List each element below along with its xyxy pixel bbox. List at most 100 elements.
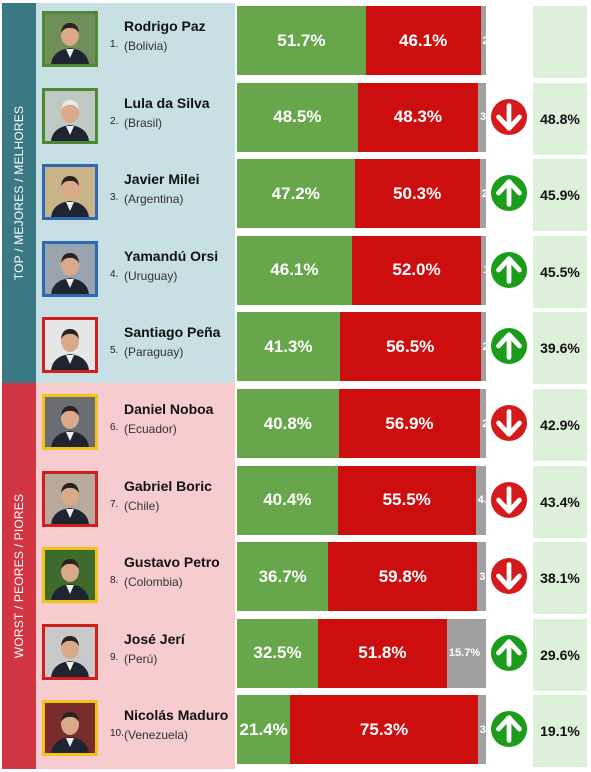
approve-segment: 51.7% [237, 6, 366, 75]
leader-name: Javier Milei [124, 171, 200, 188]
rank-label: 1. [110, 39, 119, 50]
undecided-segment: 2.2 [480, 312, 486, 382]
previous-approval-value: 29.6% [540, 646, 580, 663]
country-label: (Chile) [124, 498, 160, 513]
disapprove-value-label: 56.5% [386, 336, 435, 356]
approve-value-label: 36.7% [258, 566, 307, 586]
leader-name: Yamandú Orsi [124, 247, 219, 264]
undecided-segment: 2.3 [480, 389, 486, 458]
rank-label: 4. [110, 268, 119, 280]
arrow-down-icon [490, 481, 528, 518]
undecided-value-label: 3.3 [479, 723, 486, 736]
leader-name: Gustavo Petro [124, 554, 220, 571]
person-icon [45, 473, 95, 524]
previous-approval-value: 43.4% [540, 493, 580, 510]
previous-approval-cell: 48.8% [533, 82, 587, 155]
undecided-segment: 2.2 [480, 6, 486, 75]
previous-approval-cell: 45.5% [533, 235, 587, 308]
leader-name: Daniel Noboa [124, 401, 214, 417]
rank-label: 9. [110, 651, 119, 663]
disapprove-segment: 59.8% [328, 542, 478, 612]
avatar [42, 470, 98, 527]
trend-indicator [490, 327, 528, 365]
table-row: 9. José Jerí (Perú) 32.5% 51.8% 15.7% 29.6% [0, 616, 591, 692]
disapprove-segment: 75.3% [290, 695, 478, 765]
undecided-value-label: 2.5 [481, 187, 486, 200]
person-icon [45, 703, 95, 754]
disapprove-value-label: 75.3% [359, 719, 409, 739]
previous-approval-cell: 29.6% [533, 618, 587, 691]
rank-label: 10. [110, 728, 124, 740]
arrow-down-icon [490, 404, 528, 442]
undecided-segment: 2.5 [479, 159, 486, 229]
country-label: (Perú) [124, 651, 158, 666]
approve-segment: 40.4% [237, 465, 338, 535]
leader-name: Lula da Silva [124, 94, 210, 111]
table-row: 8. Gustavo Petro (Colombia) 36.7% 59.8% 3.5 38… [0, 539, 591, 615]
disapprove-segment: 55.5% [337, 465, 476, 535]
trend-indicator [490, 710, 528, 748]
approve-segment: 41.3% [237, 312, 340, 382]
avatar [42, 11, 98, 67]
rank-label: 2. [110, 115, 119, 127]
undecided-segment: 15.7% [446, 618, 486, 688]
previous-approval-value: 38.1% [540, 570, 580, 587]
table-row: 2. Lula da Silva (Brasil) 48.5% 48.3% 3.2 48.8… [0, 80, 591, 156]
arrow-down-icon [490, 98, 528, 135]
table-row: 6. Daniel Noboa (Ecuador) 40.8% 56.9% 2.3 42.9… [0, 386, 591, 462]
stacked-bar: 51.7% 46.1% 2.2 [237, 6, 486, 75]
approve-value-label: 47.2% [271, 183, 320, 203]
leader-name: Gabriel Boric [124, 477, 212, 494]
stacked-bar: 41.3% 56.5% 2.2 [237, 312, 486, 382]
person-icon [45, 167, 95, 218]
avatar [42, 547, 98, 604]
arrow-up-icon [490, 711, 528, 748]
table-row: 7. Gabriel Boric (Chile) 40.4% 55.5% 4.1 43.4% [0, 463, 591, 539]
rank-label: 7. [110, 498, 119, 510]
disapprove-value-label: 59.8% [378, 566, 427, 586]
person-icon [45, 90, 95, 141]
arrow-down-icon [490, 558, 528, 595]
leader-name: Rodrigo Paz [124, 18, 206, 34]
country-label: (Brasil) [124, 115, 162, 130]
arrow-up-icon [490, 175, 528, 212]
approve-segment: 47.2% [237, 159, 355, 229]
disapprove-value-label: 50.3% [393, 183, 442, 203]
stacked-bar: 40.4% 55.5% 4.1 [237, 465, 486, 535]
stacked-bar: 48.5% 48.3% 3.2 [237, 82, 486, 152]
rank-label: 6. [110, 422, 119, 433]
disapprove-value-label: 52.0% [392, 260, 441, 280]
person-icon [45, 397, 95, 447]
disapprove-segment: 51.8% [317, 618, 447, 688]
rank-label: 8. [110, 575, 119, 587]
undecided-value-label: 3.5 [479, 570, 486, 583]
trend-indicator [490, 98, 528, 136]
table-row: 5. Santiago Peña (Paraguay) 41.3% 56.5% 2.2 39… [0, 309, 591, 385]
arrow-up-icon [490, 328, 528, 365]
country-label: (Ecuador) [124, 422, 177, 436]
trend-indicator [490, 251, 528, 289]
arrow-up-icon [490, 634, 528, 671]
disapprove-value-label: 48.3% [393, 107, 442, 127]
avatar [42, 87, 98, 144]
approve-segment: 36.7% [237, 542, 329, 612]
arrow-up-icon [490, 251, 528, 288]
approve-value-label: 51.7% [277, 30, 326, 50]
leader-name: Santiago Peña [124, 324, 221, 341]
previous-approval-value: 45.9% [540, 187, 580, 204]
previous-approval-cell: 43.4% [533, 465, 587, 538]
previous-approval-value: 48.8% [540, 110, 580, 127]
country-label: (Venezuela) [124, 728, 189, 743]
previous-approval-value: 19.1% [540, 723, 580, 740]
table-row: 4. Yamandú Orsi (Uruguay) 46.1% 52.0% 1.9 45.5… [0, 233, 591, 309]
undecided-value-label: 3.2 [480, 111, 486, 124]
approve-segment: 40.8% [237, 389, 339, 458]
undecided-value-label: 2.3 [482, 417, 486, 430]
approve-segment: 21.4% [237, 695, 291, 765]
approve-value-label: 21.4% [239, 719, 288, 739]
trend-indicator [490, 557, 528, 595]
table-row: 10.Nicolás Maduro (Venezuela) 21.4% 75.3% 3.… [0, 692, 591, 768]
stacked-bar: 32.5% 51.8% 15.7% [237, 618, 486, 688]
previous-approval-cell: 39.6% [533, 312, 587, 385]
